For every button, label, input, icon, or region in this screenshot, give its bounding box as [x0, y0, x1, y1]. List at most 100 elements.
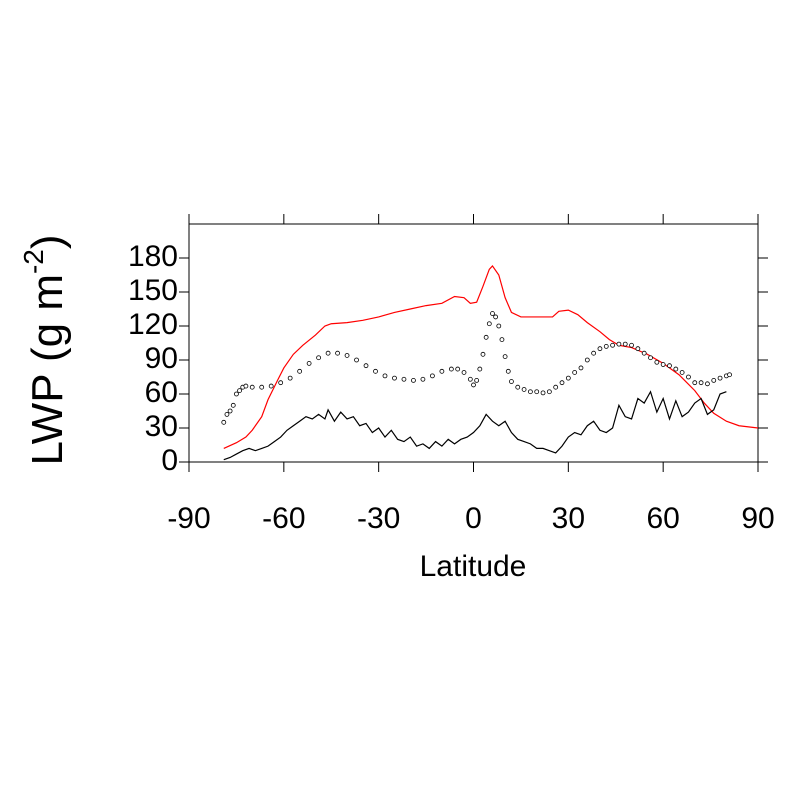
marker — [616, 341, 622, 347]
marker — [496, 323, 502, 329]
marker — [335, 350, 340, 356]
marker — [622, 341, 628, 347]
marker — [635, 346, 641, 352]
marker — [363, 363, 369, 369]
marker — [249, 384, 255, 390]
marker — [679, 370, 685, 375]
marker — [705, 381, 710, 387]
marker — [287, 375, 293, 381]
marker — [243, 383, 249, 389]
y-tick-label: 30 — [145, 410, 178, 443]
marker — [597, 346, 603, 352]
marker — [505, 368, 511, 374]
marker — [528, 389, 533, 395]
marker — [490, 311, 495, 316]
marker — [467, 376, 473, 382]
marker — [344, 353, 350, 358]
marker — [382, 373, 388, 379]
marker — [648, 355, 653, 361]
marker — [698, 380, 704, 386]
y-tick-label: 150 — [128, 274, 178, 307]
marker — [711, 377, 717, 383]
marker — [268, 383, 274, 389]
marker — [673, 366, 679, 372]
marker — [477, 366, 483, 372]
marker — [499, 337, 505, 343]
marker — [411, 377, 416, 383]
x-tick-label: 0 — [465, 502, 482, 535]
marker — [237, 388, 242, 394]
marker — [578, 365, 584, 371]
x-tick-label: -60 — [262, 502, 305, 535]
marker — [471, 382, 476, 388]
plot-frame — [188, 223, 759, 463]
y-axis-label: LWP (g m-2) — [18, 234, 71, 465]
marker — [420, 376, 426, 382]
marker — [373, 368, 378, 374]
marker — [727, 372, 732, 378]
marker — [306, 360, 312, 366]
y-tick-label: 90 — [145, 342, 178, 375]
y-tick-label: 60 — [145, 376, 178, 409]
marker — [392, 375, 397, 381]
x-tick-label: -90 — [167, 502, 210, 535]
x-tick-label: -30 — [357, 502, 400, 535]
marker — [439, 368, 445, 374]
marker — [325, 350, 331, 356]
y-axis-label-sup: -2 — [18, 249, 49, 274]
marker — [534, 389, 540, 395]
marker — [603, 343, 609, 349]
marker — [546, 389, 552, 395]
marker — [297, 368, 303, 374]
marker — [559, 380, 565, 386]
marker — [591, 350, 597, 356]
marker — [610, 342, 615, 348]
marker — [509, 379, 514, 384]
marker — [234, 391, 239, 397]
marker — [486, 321, 492, 327]
marker — [480, 351, 486, 357]
marker — [572, 370, 578, 375]
marker — [430, 373, 435, 379]
series-line — [223, 264, 759, 449]
marker — [224, 411, 230, 417]
marker — [565, 375, 571, 381]
marker — [227, 408, 233, 414]
marker — [629, 342, 634, 348]
y-tick-label: 120 — [128, 308, 178, 341]
series-line — [223, 390, 727, 461]
marker — [474, 377, 480, 383]
x-axis-label: Latitude — [420, 550, 527, 583]
marker — [641, 350, 647, 356]
marker — [717, 375, 723, 381]
marker — [316, 355, 322, 361]
marker — [448, 366, 454, 372]
marker — [278, 380, 284, 386]
x-tick-label: 60 — [646, 502, 679, 535]
marker — [692, 380, 698, 386]
marker — [667, 363, 672, 369]
marker — [401, 376, 407, 382]
y-axis-label-end: ) — [23, 234, 72, 249]
marker — [521, 387, 527, 392]
x-tick-label: 90 — [741, 502, 774, 535]
marker — [455, 366, 461, 372]
marker — [259, 384, 265, 390]
y-tick-label: 180 — [128, 240, 178, 273]
marker — [654, 359, 660, 365]
x-tick-label: 30 — [552, 502, 585, 535]
marker — [540, 390, 546, 396]
y-tick-label: 0 — [161, 444, 178, 477]
marker — [515, 384, 521, 390]
marker — [221, 419, 227, 425]
marker — [660, 362, 666, 367]
marker — [493, 314, 499, 320]
marker — [584, 357, 590, 363]
marker — [461, 370, 467, 375]
marker — [553, 384, 559, 390]
y-axis-label-main: LWP (g m — [23, 274, 72, 466]
marker — [483, 334, 489, 340]
marker — [502, 354, 508, 360]
marker — [354, 357, 359, 363]
